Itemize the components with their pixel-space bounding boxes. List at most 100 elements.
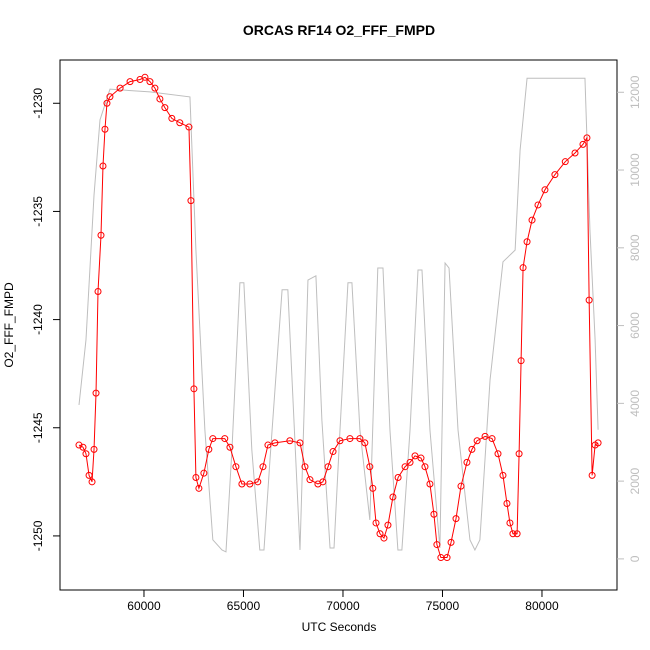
data-point <box>336 437 344 445</box>
data-point <box>369 484 377 492</box>
x-tick-label: 70000 <box>326 599 360 613</box>
data-point <box>571 149 579 157</box>
data-point <box>380 534 388 542</box>
data-point <box>361 439 369 447</box>
data-point <box>551 171 559 179</box>
data-point <box>259 463 267 471</box>
data-point <box>389 493 397 501</box>
data-point <box>468 445 476 453</box>
data-point <box>88 478 96 486</box>
data-point <box>329 448 337 456</box>
data-point <box>85 471 93 479</box>
y2-tick-label: 2000 <box>628 467 642 494</box>
data-point <box>417 454 425 462</box>
y-tick-label: -1235 <box>31 196 45 227</box>
data-point <box>561 158 569 166</box>
data-point <box>209 435 217 443</box>
data-point <box>463 458 471 466</box>
data-point <box>79 443 87 451</box>
x-axis-label: UTC Seconds <box>302 620 377 634</box>
data-point <box>190 385 198 393</box>
data-point <box>585 296 593 304</box>
data-point <box>161 104 169 112</box>
data-point <box>473 437 481 445</box>
data-point <box>301 463 309 471</box>
data-point <box>513 530 521 538</box>
data-point <box>366 463 374 471</box>
data-point <box>264 441 272 449</box>
data-point <box>411 452 419 460</box>
data-point <box>146 78 154 86</box>
data-point <box>421 463 429 471</box>
data-point <box>94 287 102 295</box>
data-point <box>534 201 542 209</box>
data-point <box>515 450 523 458</box>
data-point <box>324 463 332 471</box>
data-point <box>192 474 200 482</box>
data-point <box>185 123 193 131</box>
data-point <box>346 435 354 443</box>
data-point <box>82 450 90 458</box>
data-point <box>384 521 392 529</box>
x-tick-label: 75000 <box>426 599 460 613</box>
data-point <box>75 441 83 449</box>
data-point <box>176 119 184 127</box>
data-point <box>141 73 149 81</box>
data-point <box>187 197 195 205</box>
data-point <box>509 530 517 538</box>
data-point <box>541 186 549 194</box>
data-point <box>306 476 314 484</box>
data-point <box>394 474 402 482</box>
data-point <box>406 458 414 466</box>
data-point <box>401 463 409 471</box>
x-tick-label: 80000 <box>525 599 559 613</box>
data-point <box>457 482 465 490</box>
x-tick-label: 65000 <box>227 599 261 613</box>
chart-title: ORCAS RF14 O2_FFF_FMPD <box>243 22 435 38</box>
y2-tick-label: 10000 <box>628 153 642 187</box>
data-point <box>168 114 176 122</box>
data-point <box>126 78 134 86</box>
data-point <box>481 432 489 440</box>
data-point <box>356 435 364 443</box>
data-point <box>372 519 380 527</box>
data-point <box>506 519 514 527</box>
data-point <box>205 445 213 453</box>
data-point <box>101 125 109 133</box>
y2-tick-label: 4000 <box>628 390 642 417</box>
data-point <box>426 480 434 488</box>
data-point <box>519 264 527 272</box>
y-tick-label: -1240 <box>31 304 45 335</box>
data-point <box>116 84 124 92</box>
data-point <box>221 435 229 443</box>
data-point <box>246 480 254 488</box>
data-point <box>452 515 460 523</box>
plot-box <box>59 59 618 591</box>
data-point <box>430 510 438 518</box>
y2-tick-label: 0 <box>628 555 642 562</box>
data-point <box>588 471 596 479</box>
data-point <box>238 480 246 488</box>
x-tick-label: 60000 <box>127 599 161 613</box>
data-point <box>254 478 262 486</box>
data-point <box>99 162 107 170</box>
data-point <box>226 443 234 451</box>
data-point <box>319 478 327 486</box>
data-point <box>103 99 111 107</box>
data-point <box>106 93 114 101</box>
data-point <box>517 357 525 365</box>
data-point <box>583 134 591 142</box>
data-point <box>156 95 164 103</box>
data-point <box>499 471 507 479</box>
data-point <box>376 530 384 538</box>
data-point <box>503 499 511 507</box>
data-point <box>523 238 531 246</box>
data-point <box>296 439 304 447</box>
data-point <box>528 216 536 224</box>
data-point <box>232 463 240 471</box>
data-point <box>151 84 159 92</box>
data-point <box>488 435 496 443</box>
data-point <box>579 140 587 148</box>
data-point <box>433 541 441 549</box>
